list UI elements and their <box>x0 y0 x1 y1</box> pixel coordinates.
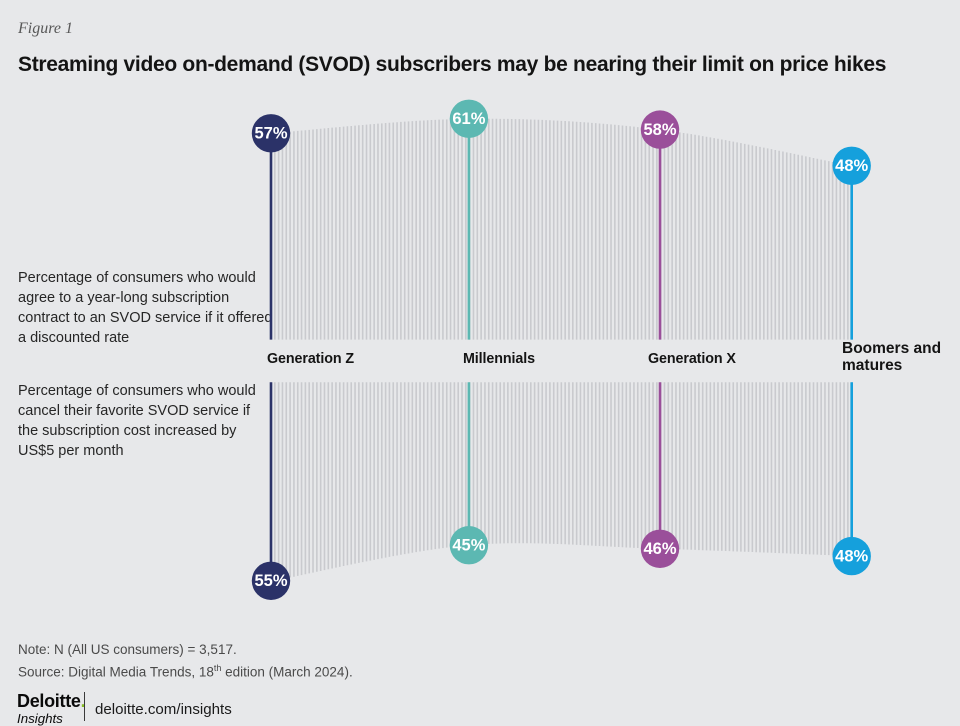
svg-text:48%: 48% <box>835 548 868 566</box>
svg-text:46%: 46% <box>643 540 676 558</box>
svg-text:55%: 55% <box>254 572 287 590</box>
svg-text:48%: 48% <box>835 157 868 175</box>
svg-text:45%: 45% <box>452 537 485 555</box>
svg-text:58%: 58% <box>643 121 676 139</box>
svg-text:57%: 57% <box>254 125 287 143</box>
svg-text:61%: 61% <box>452 110 485 128</box>
